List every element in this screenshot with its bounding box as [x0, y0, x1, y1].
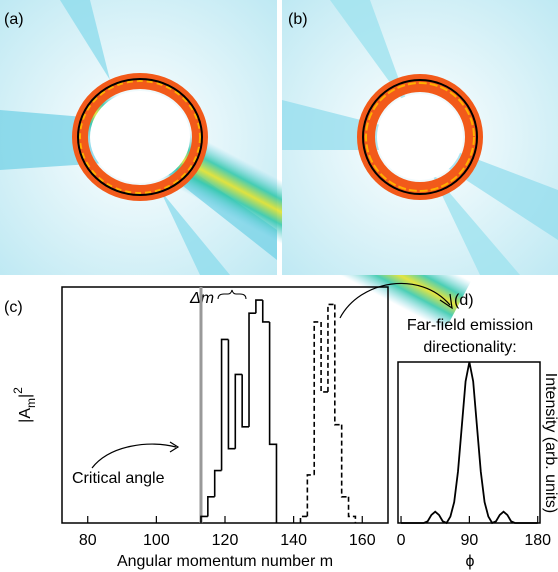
connector-arrow — [439, 293, 453, 310]
title-line: Far-field emission — [407, 317, 533, 334]
histogram-step — [207, 495, 215, 517]
histogram-step — [334, 304, 342, 426]
y-label-part: m — [24, 398, 38, 408]
annotation-arrow — [169, 441, 180, 453]
panel-label: (b) — [288, 11, 308, 28]
histogram-step — [234, 373, 243, 449]
axes-frame — [397, 361, 541, 524]
x-tick-label: 160 — [349, 532, 376, 549]
panel-label: (c) — [4, 299, 23, 316]
y-label-part: 2 — [11, 387, 25, 394]
panel-label: (a) — [4, 11, 24, 28]
y-label-part: | — [17, 394, 34, 398]
histogram-step — [340, 424, 349, 498]
x-tick-label: 180 — [524, 532, 551, 549]
histogram-step — [227, 339, 236, 450]
intensity-curve — [401, 361, 538, 525]
x-axis-label: ϕ — [466, 553, 475, 570]
x-axis-label: Angular momentum number m — [117, 553, 333, 570]
histogram-step — [213, 469, 222, 497]
x-tick-label: 140 — [280, 532, 307, 549]
x-tick-label: 120 — [212, 532, 239, 549]
x-tick-label: 80 — [79, 532, 97, 549]
histogram-step — [200, 515, 208, 523]
histogram-step — [261, 300, 270, 323]
histogram-step — [220, 338, 229, 471]
bracket — [217, 289, 247, 300]
annotation-arrow — [91, 443, 177, 469]
title-line: directionality: — [423, 339, 516, 356]
histogram-step — [268, 321, 278, 523]
histogram-step — [299, 515, 308, 523]
histogram-step — [255, 299, 263, 314]
histogram-step — [313, 321, 322, 475]
field-image-b — [282, 0, 558, 275]
connector-arrow — [339, 283, 451, 319]
y-axis-label: |Am|2 — [11, 387, 38, 423]
y-label-part: |A — [17, 408, 34, 423]
histogram-step — [306, 474, 315, 517]
y-axis-label: Intensity (arb. units) — [542, 373, 558, 514]
x-tick-label: 100 — [143, 532, 170, 549]
histogram-step — [248, 312, 256, 427]
annotation: Critical angle — [72, 470, 165, 487]
x-tick-label: 90 — [460, 532, 478, 549]
panel-label: (d) — [454, 292, 474, 309]
histogram-step — [320, 321, 328, 393]
x-tick-label: 0 — [397, 532, 406, 549]
histogram-step — [327, 303, 335, 392]
axes-frame — [61, 286, 389, 524]
histogram-step — [241, 374, 250, 428]
histogram-step — [347, 496, 357, 523]
